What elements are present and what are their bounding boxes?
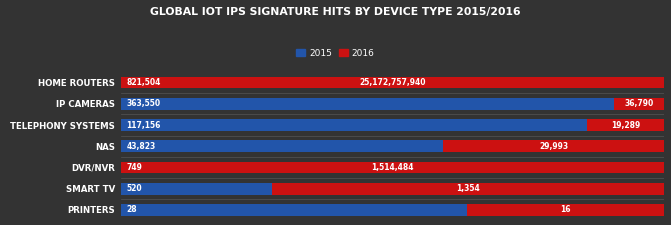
Text: 43,823: 43,823 (126, 142, 156, 151)
Bar (121, 162, 664, 173)
Bar (272, 183, 664, 194)
Text: 749: 749 (127, 163, 142, 172)
Text: 520: 520 (126, 184, 142, 193)
Text: 29,993: 29,993 (539, 142, 568, 151)
Bar (121, 119, 587, 131)
Bar (466, 204, 664, 216)
Bar (615, 98, 664, 110)
Text: 16: 16 (560, 205, 571, 214)
Text: 25,172,757,940: 25,172,757,940 (359, 78, 426, 87)
Text: 1,354: 1,354 (456, 184, 480, 193)
Bar (587, 119, 664, 131)
Text: 363,550: 363,550 (126, 99, 160, 108)
Text: 19,289: 19,289 (611, 121, 641, 130)
Text: 28: 28 (126, 205, 137, 214)
Bar (121, 140, 444, 152)
Text: 821,504: 821,504 (126, 78, 160, 87)
Bar (121, 204, 466, 216)
Bar (444, 140, 664, 152)
Text: 36,790: 36,790 (625, 99, 654, 108)
Text: 117,156: 117,156 (126, 121, 160, 130)
Bar (121, 77, 664, 88)
Bar (121, 98, 615, 110)
Legend: 2015, 2016: 2015, 2016 (293, 45, 378, 61)
Text: 1,514,484: 1,514,484 (372, 163, 414, 172)
Bar (121, 183, 272, 194)
Text: GLOBAL IOT IPS SIGNATURE HITS BY DEVICE TYPE 2015/2016: GLOBAL IOT IPS SIGNATURE HITS BY DEVICE … (150, 7, 521, 17)
